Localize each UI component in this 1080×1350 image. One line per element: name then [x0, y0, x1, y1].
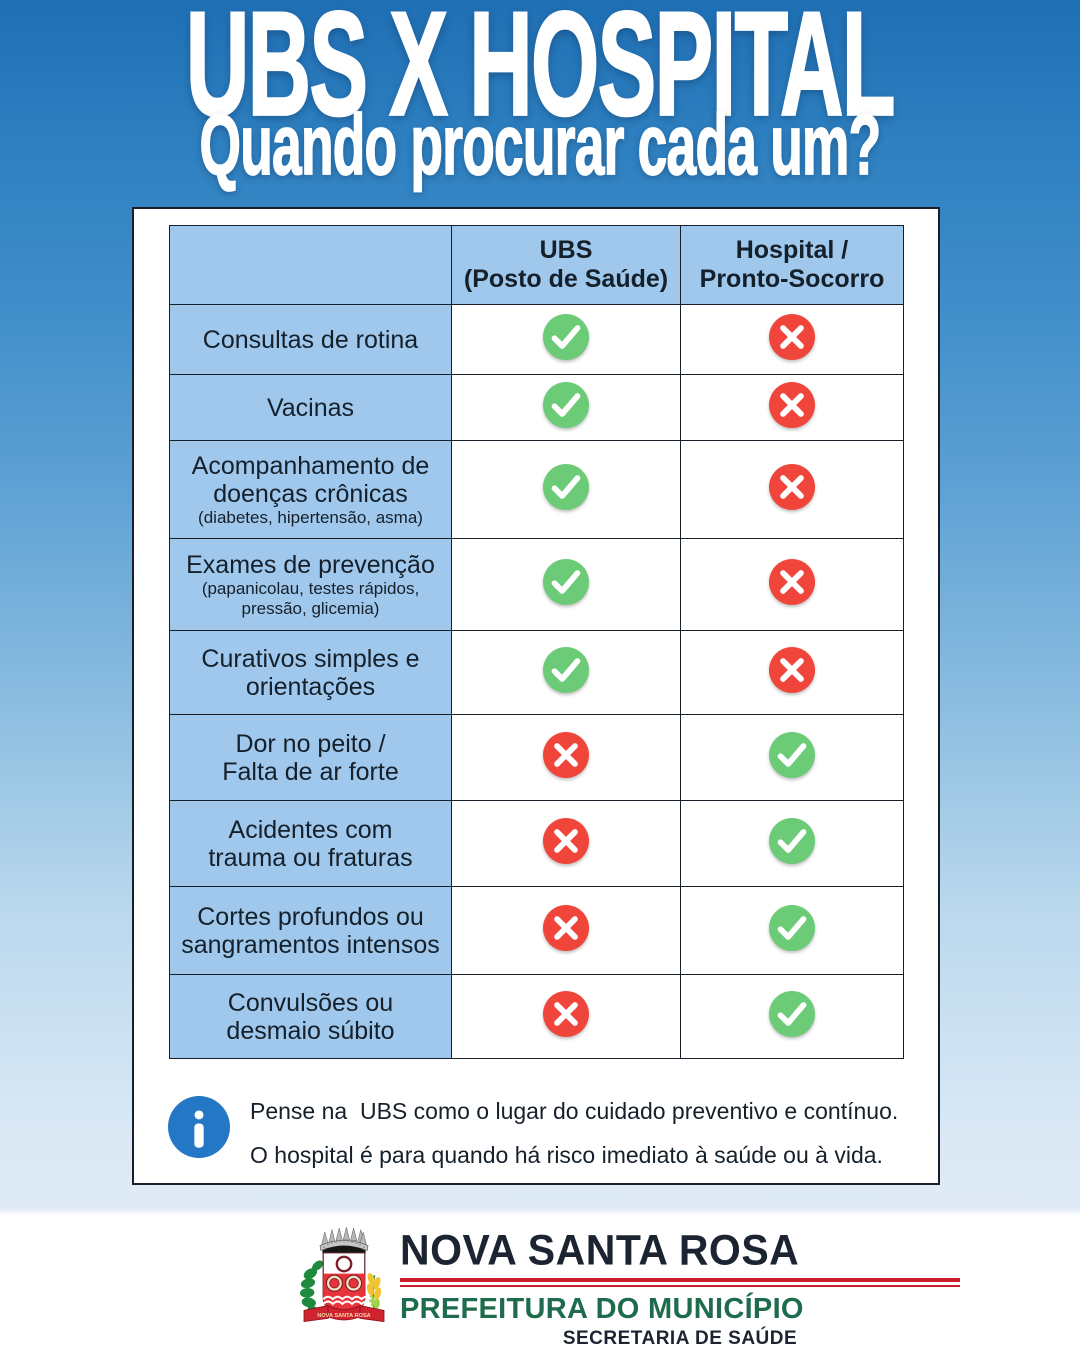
svg-text:NOVA SANTA ROSA: NOVA SANTA ROSA — [317, 1313, 370, 1319]
